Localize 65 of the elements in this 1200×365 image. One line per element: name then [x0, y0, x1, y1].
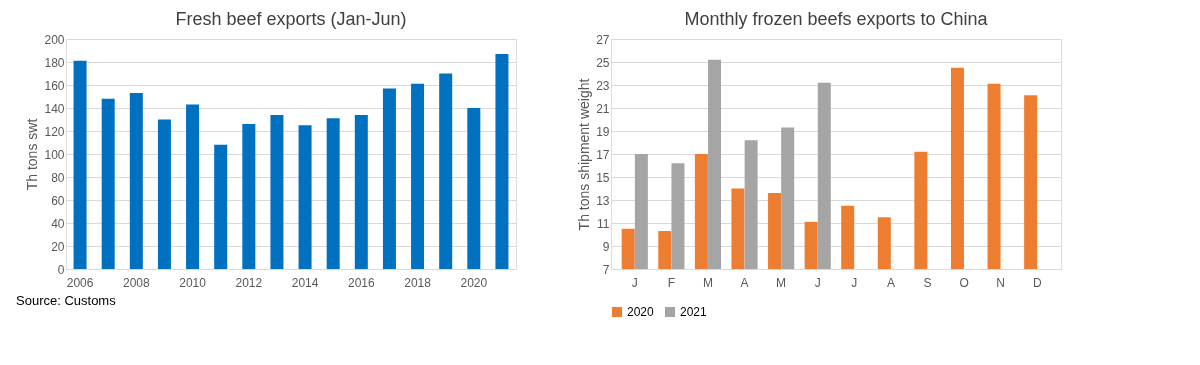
x-tick-label: J	[631, 275, 638, 290]
x-tick-label: 2008	[122, 275, 150, 290]
bar	[298, 125, 312, 269]
y-tick-label: 160	[44, 78, 65, 93]
bar	[214, 144, 228, 269]
y-tick-label: 80	[51, 170, 65, 185]
y-tick-label: 120	[44, 124, 65, 139]
y-tick-label: 21	[596, 101, 610, 116]
bar	[411, 83, 425, 269]
bar	[354, 114, 368, 269]
y-axis-title: Th tons swt	[24, 118, 41, 191]
y-tick-label: 11	[597, 216, 610, 231]
x-tick-label: 2020	[460, 275, 488, 290]
x-tick-label: 2018	[404, 275, 432, 290]
y-tick-label: 180	[44, 55, 65, 70]
y-tick-label: 25	[596, 55, 610, 70]
x-tick-label: S	[923, 275, 932, 290]
x-tick-label: A	[740, 275, 749, 290]
y-tick-label: 40	[51, 216, 65, 231]
x-tick-label: 2010	[179, 275, 207, 290]
bar	[326, 118, 340, 269]
bar	[157, 119, 171, 269]
bar	[73, 60, 87, 269]
y-tick-label: 200	[44, 32, 65, 47]
bar	[270, 114, 284, 269]
legend-label: 2020	[627, 305, 655, 319]
y-tick-label: 15	[596, 170, 610, 185]
y-axis-title: Th tons shipment weight	[576, 78, 593, 231]
x-tick-label: 2006	[66, 275, 94, 290]
y-tick-label: 17	[596, 147, 610, 162]
x-tick-label: M	[776, 275, 787, 290]
legend-label: 2021	[680, 305, 708, 319]
chart-title: Fresh beef exports (Jan-Jun)	[175, 9, 407, 29]
x-tick-label: J	[851, 275, 858, 290]
bar	[439, 73, 453, 269]
x-tick-label: A	[886, 275, 895, 290]
source-note: Source: Customs	[16, 293, 117, 308]
bar	[495, 53, 509, 269]
bar	[101, 98, 115, 269]
y-tick-label: 100	[44, 147, 65, 162]
y-tick-label: 13	[596, 193, 610, 208]
x-tick-label: 2014	[291, 275, 319, 290]
y-tick-label: 60	[51, 193, 65, 208]
bar	[242, 124, 256, 269]
x-tick-label: M	[702, 275, 713, 290]
y-tick-label: 23	[596, 78, 610, 93]
chart-title: Monthly frozen beefs exports to China	[684, 9, 989, 29]
y-tick-label: 0	[57, 262, 65, 277]
x-tick-label: D	[1032, 275, 1042, 290]
y-tick-label: 9	[602, 239, 610, 254]
bar	[186, 104, 200, 269]
bar	[382, 88, 396, 269]
x-tick-label: N	[996, 275, 1005, 290]
x-tick-label: O	[959, 275, 969, 290]
y-tick-label: 7	[602, 262, 610, 277]
x-tick-label: 2012	[235, 275, 263, 290]
x-tick-label: 2016	[347, 275, 375, 290]
x-tick-label: J	[814, 275, 821, 290]
y-tick-label: 19	[596, 124, 610, 139]
y-tick-label: 140	[44, 101, 65, 116]
y-tick-label: 20	[51, 239, 65, 254]
x-tick-label: F	[667, 275, 676, 290]
y-tick-label: 27	[596, 32, 610, 47]
bar	[467, 108, 481, 269]
bar	[129, 93, 143, 269]
